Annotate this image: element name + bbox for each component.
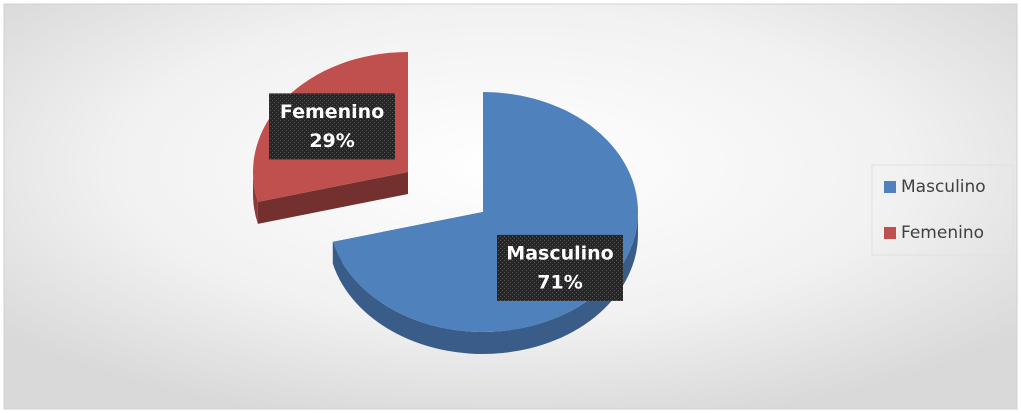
legend-swatch	[884, 181, 896, 193]
legend-label: Masculino	[901, 177, 986, 197]
data-label-box	[269, 93, 396, 160]
slice-side	[253, 172, 258, 224]
legend: Masculino Femenino	[884, 177, 986, 243]
legend-label: Femenino	[901, 223, 984, 243]
slice-face	[257, 172, 408, 224]
legend-swatch	[884, 227, 896, 239]
data-label-box	[497, 234, 623, 301]
data-label-category: Masculino	[506, 242, 613, 264]
data-label-category: Femenino	[280, 101, 384, 123]
data-label-value: 71%	[537, 271, 582, 293]
data-label-value: 29%	[309, 130, 354, 152]
data-labels: Masculino 71% Femenino 29%	[269, 93, 623, 301]
slice-side	[332, 212, 638, 354]
legend-box	[871, 164, 1014, 256]
